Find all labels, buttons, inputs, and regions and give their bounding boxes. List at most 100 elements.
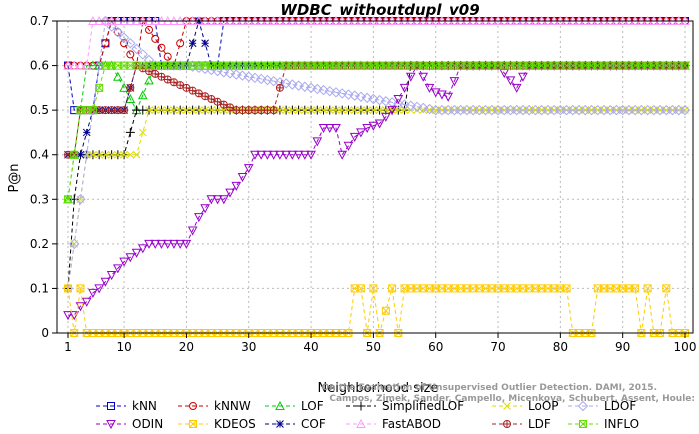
y-tick-label-1: 0.1 xyxy=(30,281,49,295)
point-ldf-34 xyxy=(275,83,284,92)
point-odin-28 xyxy=(237,173,248,183)
point-fastabod-3 xyxy=(81,60,92,70)
point-odin-3 xyxy=(81,297,92,307)
point-lof-5 xyxy=(94,60,104,70)
y-axis: 0 0.1 0.2 0.3 0.4 0.5 0.6 0.7 xyxy=(30,14,57,340)
legend-label-loop: LoOP xyxy=(528,399,559,413)
point-loop-11 xyxy=(132,150,141,159)
x-tick-label-8: 80 xyxy=(553,340,568,354)
point-ldof-6 xyxy=(100,15,111,27)
point-lof-8 xyxy=(113,71,123,81)
point-odin-52 xyxy=(387,106,397,116)
point-ldof-1 xyxy=(69,238,80,250)
series-cof xyxy=(64,17,689,159)
point-loop-17 xyxy=(170,106,178,114)
legend-item-ldof: LDOF xyxy=(568,399,636,413)
point-loop-44 xyxy=(338,106,347,114)
point-ldof-36 xyxy=(287,79,298,90)
point-odin-26 xyxy=(225,188,235,198)
point-knnw-16 xyxy=(163,52,172,61)
point-ldof-46 xyxy=(349,90,360,101)
series-kdeos xyxy=(64,284,689,337)
point-ldf-9 xyxy=(120,106,129,115)
point-loop-21 xyxy=(195,106,203,114)
point-loop-38 xyxy=(300,106,309,114)
point-fastabod-1 xyxy=(69,60,80,70)
point-odin-19 xyxy=(181,239,192,249)
legend-item-lof: LOF xyxy=(265,399,324,413)
x-tick-label-1: 10 xyxy=(116,340,131,354)
chart-title: WDBC_withoutdupl_v09 xyxy=(280,1,479,19)
legend-item-kdeos: KDEOS xyxy=(178,417,256,431)
point-loop-9 xyxy=(120,150,128,159)
legend-marker-ldof xyxy=(577,400,589,412)
point-inflo-0 xyxy=(64,195,72,204)
legend-marker-kdeos xyxy=(189,420,197,428)
point-ldf-10 xyxy=(126,83,135,92)
point-lof-10 xyxy=(125,93,136,103)
point-fastabod-2 xyxy=(75,60,86,70)
point-knnw-14 xyxy=(151,34,160,43)
point-loop-42 xyxy=(325,106,334,114)
point-ldof-29 xyxy=(243,71,254,82)
legend-item-fastabod: FastABOD xyxy=(346,417,441,431)
point-loop-41 xyxy=(319,106,328,114)
point-odin-44 xyxy=(337,150,348,160)
point-odin-11 xyxy=(131,248,142,258)
point-ldof-47 xyxy=(355,91,367,102)
series-line-cof xyxy=(68,19,685,156)
point-odin-54 xyxy=(399,83,410,93)
point-ldof-58 xyxy=(424,103,435,115)
legend: kNN kNNW LOF SimplifiedLOF LoOP LDOF ODIN KDEOS… xyxy=(96,399,639,431)
point-ldof-27 xyxy=(231,69,242,80)
point-odin-20 xyxy=(187,226,198,236)
point-loop-47 xyxy=(357,106,365,114)
point-ldof-43 xyxy=(330,87,342,98)
point-ldof-99 xyxy=(679,104,691,116)
point-ldof-45 xyxy=(343,89,354,100)
point-simplifiedlof-10 xyxy=(125,127,135,137)
point-loop-14 xyxy=(151,106,160,114)
y-axis-label: P@n xyxy=(7,163,22,192)
point-knnw-8 xyxy=(113,28,122,37)
credit-line-1: Campos, Zimek, Sander, Campello, Micenko… xyxy=(329,394,695,404)
point-inflo-5 xyxy=(95,83,104,92)
x-tick-label-3: 30 xyxy=(241,340,256,354)
point-loop-16 xyxy=(163,106,172,114)
point-loop-7 xyxy=(107,150,116,159)
point-ldof-25 xyxy=(218,67,230,78)
legend-label-cof: COF xyxy=(301,417,326,431)
legend-item-simplifiedlof: SimplifiedLOF xyxy=(346,399,464,413)
legend-label-kdeos: KDEOS xyxy=(214,417,256,431)
point-kdeos-93 xyxy=(643,284,652,293)
point-cof-20 xyxy=(188,39,197,48)
point-loop-34 xyxy=(276,106,284,114)
point-loop-43 xyxy=(332,106,340,114)
point-ldof-10 xyxy=(125,38,136,49)
legend-label-lof: LOF xyxy=(301,399,324,413)
point-odin-13 xyxy=(144,239,154,249)
point-knnw-9 xyxy=(120,39,129,48)
point-ldof-51 xyxy=(380,96,392,107)
x-tick-label-5: 50 xyxy=(366,340,381,354)
point-odin-21 xyxy=(194,213,204,223)
legend-item-loop: LoOP xyxy=(492,399,559,413)
legend-label-ldf: LDF xyxy=(528,417,551,431)
legend-item-inflo: INFLO xyxy=(568,417,639,431)
point-kdeos-2 xyxy=(76,284,85,293)
series-line-kdeos xyxy=(67,287,685,334)
point-knnw-13 xyxy=(145,25,154,34)
legend-marker-knn xyxy=(107,402,115,410)
point-odin-15 xyxy=(156,239,167,249)
legend-label-ldof: LDOF xyxy=(604,399,636,413)
point-ldof-48 xyxy=(361,92,373,104)
point-ldof-38 xyxy=(299,81,311,92)
point-odin-50 xyxy=(374,119,385,129)
point-odin-6 xyxy=(100,277,111,287)
point-odin-51 xyxy=(381,112,391,122)
legend-item-ldf: LDF xyxy=(492,417,551,431)
point-cof-3 xyxy=(82,128,91,137)
point-loop-22 xyxy=(201,106,209,114)
point-ldof-57 xyxy=(418,102,429,114)
point-odin-14 xyxy=(150,239,161,249)
